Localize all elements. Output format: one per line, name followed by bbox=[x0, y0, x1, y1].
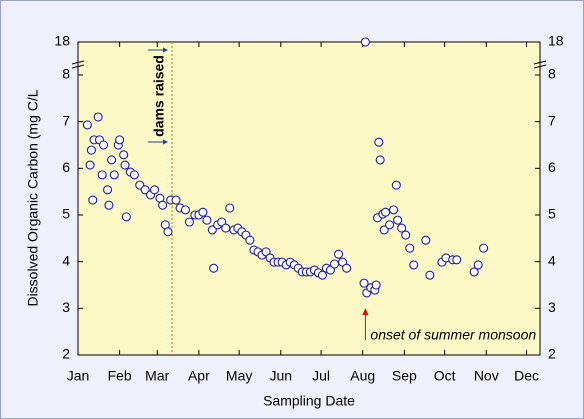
x-tick-label: Dec bbox=[514, 368, 539, 384]
data-point bbox=[329, 259, 340, 269]
data-point bbox=[381, 207, 391, 217]
y-tick-label-right: 5 bbox=[548, 206, 556, 222]
x-tick-label: Apr bbox=[188, 368, 210, 384]
data-point bbox=[245, 235, 255, 245]
data-point bbox=[115, 135, 125, 145]
data-point bbox=[317, 270, 327, 280]
y-tick-label-right: 3 bbox=[548, 299, 556, 315]
y-tick-label: 2 bbox=[62, 346, 70, 362]
data-point bbox=[469, 267, 479, 277]
data-point bbox=[405, 243, 415, 253]
data-point bbox=[221, 223, 231, 233]
data-point bbox=[389, 205, 399, 215]
data-point bbox=[85, 160, 95, 170]
data-point bbox=[163, 227, 173, 237]
y-axis-label: Dissolved Organic Carbon (mg C/L bbox=[25, 89, 41, 306]
arrow-head bbox=[163, 139, 169, 145]
data-point bbox=[391, 180, 401, 190]
data-point bbox=[129, 170, 139, 180]
data-point bbox=[342, 263, 352, 273]
data-point bbox=[107, 155, 117, 165]
data-point bbox=[452, 255, 462, 265]
data-point bbox=[158, 200, 168, 210]
plot-area bbox=[77, 41, 541, 356]
data-point bbox=[184, 217, 195, 227]
x-tick-label: Feb bbox=[108, 368, 132, 384]
data-point bbox=[375, 155, 385, 165]
data-point bbox=[202, 215, 212, 225]
data-point bbox=[479, 243, 489, 253]
data-point bbox=[119, 150, 129, 160]
x-tick-label: Nov bbox=[474, 368, 499, 384]
data-point bbox=[140, 185, 150, 195]
data-point bbox=[225, 203, 235, 213]
data-point bbox=[104, 200, 114, 210]
x-tick-label: Jul bbox=[312, 368, 330, 384]
data-point bbox=[379, 225, 389, 235]
data-point bbox=[207, 225, 217, 235]
data-point bbox=[171, 195, 181, 205]
data-point bbox=[385, 220, 395, 230]
data-point bbox=[374, 137, 384, 147]
data-point bbox=[120, 160, 130, 170]
x-tick-label: Oct bbox=[434, 368, 456, 384]
arrow-head bbox=[362, 308, 369, 315]
data-point bbox=[421, 235, 431, 245]
x-tick-label: Jan bbox=[67, 368, 90, 384]
data-point bbox=[98, 140, 109, 150]
data-point bbox=[150, 185, 160, 195]
y-tick-label: 7 bbox=[62, 112, 70, 128]
y-tick-label-right: 8 bbox=[548, 66, 556, 82]
axis-break bbox=[71, 60, 547, 69]
y-tick-label: 8 bbox=[62, 66, 70, 82]
x-tick-label: May bbox=[226, 368, 252, 384]
data-point bbox=[397, 223, 407, 233]
data-point bbox=[360, 37, 370, 47]
data-point bbox=[393, 215, 403, 225]
y-tick-label: 4 bbox=[62, 252, 70, 268]
data-point bbox=[209, 263, 219, 273]
data-point bbox=[180, 205, 190, 215]
x-tick-label: Aug bbox=[350, 368, 375, 384]
data-point bbox=[82, 120, 92, 130]
x-tick-label: Mar bbox=[145, 368, 169, 384]
data-point bbox=[102, 185, 113, 195]
y-tick-label: 6 bbox=[62, 159, 70, 175]
y-tick-label: 3 bbox=[62, 299, 70, 315]
x-axis-label: Sampling Date bbox=[263, 393, 355, 409]
data-point bbox=[86, 145, 96, 155]
data-point bbox=[97, 170, 107, 180]
y-tick-label-right: 2 bbox=[548, 346, 556, 362]
data-point bbox=[401, 230, 411, 240]
data-point bbox=[121, 212, 131, 222]
data-point bbox=[371, 280, 381, 290]
annotation: dams raised bbox=[151, 55, 167, 137]
data-point bbox=[109, 170, 119, 180]
annotation: onset of summer monsoon bbox=[370, 327, 536, 343]
data-point bbox=[333, 249, 344, 259]
x-tick-label: Jun bbox=[270, 368, 293, 384]
data-point bbox=[409, 260, 419, 270]
data-point bbox=[93, 112, 103, 122]
data-point bbox=[473, 260, 483, 270]
data-point bbox=[359, 278, 369, 288]
data-point bbox=[88, 195, 98, 205]
y-tick-label-right: 6 bbox=[548, 159, 556, 175]
data-point bbox=[425, 270, 435, 280]
y-tick-label-right: 4 bbox=[548, 252, 556, 268]
y-tick-label: 5 bbox=[62, 206, 70, 222]
y-tick-label: 18 bbox=[54, 33, 70, 49]
arrow-head bbox=[163, 47, 169, 53]
y-tick-label-right: 18 bbox=[548, 33, 564, 49]
x-tick-label: Sep bbox=[392, 368, 417, 384]
y-tick-label-right: 7 bbox=[548, 112, 556, 128]
data-point bbox=[198, 207, 208, 217]
